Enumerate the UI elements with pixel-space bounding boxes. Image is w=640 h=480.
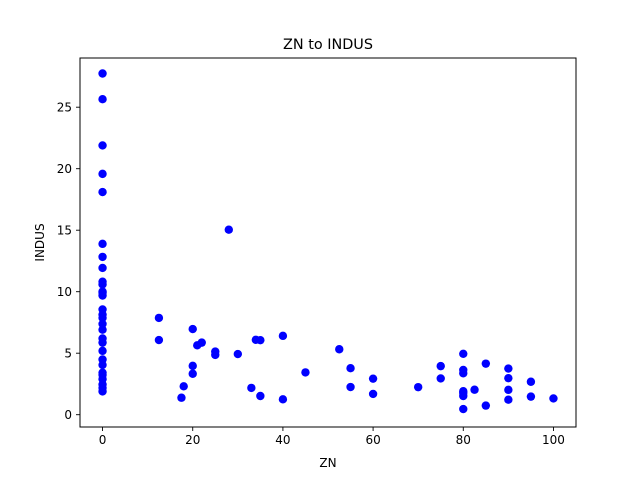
y-tick-label-3: 15 <box>57 224 72 238</box>
plot-frame <box>79 57 577 428</box>
data-point-49 <box>335 345 344 354</box>
data-point-55 <box>436 361 445 371</box>
data-point-35 <box>188 369 197 378</box>
x-tick-label-2: 40 <box>275 433 290 447</box>
data-point-68 <box>504 373 513 383</box>
data-point-0 <box>98 69 107 78</box>
data-point-37 <box>197 338 206 347</box>
chart-title: ZN to INDUS <box>283 37 373 53</box>
data-point-1 <box>98 95 107 104</box>
data-point-46 <box>278 331 288 341</box>
data-point-73 <box>549 394 558 403</box>
data-point-67 <box>504 364 513 373</box>
data-point-42 <box>247 383 256 393</box>
data-point-33 <box>188 324 197 334</box>
data-point-40 <box>224 225 233 234</box>
data-point-34 <box>188 361 197 371</box>
data-point-65 <box>481 359 491 368</box>
data-point-17 <box>98 325 107 334</box>
data-point-59 <box>459 369 468 378</box>
data-point-53 <box>368 389 378 399</box>
y-tick-label-5: 25 <box>57 101 72 115</box>
data-point-32 <box>179 382 188 391</box>
x-tick-label-3: 60 <box>365 433 380 447</box>
data-point-30 <box>154 335 164 345</box>
data-point-66 <box>481 401 491 410</box>
x-axis-label: ZN <box>319 456 336 470</box>
data-point-3 <box>98 169 107 179</box>
data-point-31 <box>177 393 186 402</box>
y-axis-ticks: 0 5 10 15 20 25 <box>57 101 80 422</box>
data-point-62 <box>459 391 468 401</box>
data-point-69 <box>504 385 513 395</box>
data-point-7 <box>98 263 107 273</box>
data-point-29 <box>154 313 164 323</box>
data-point-44 <box>256 335 265 345</box>
data-point-19 <box>98 338 107 347</box>
data-point-9 <box>98 280 107 289</box>
y-tick-label-4: 20 <box>57 162 72 176</box>
data-points <box>98 69 558 414</box>
data-point-51 <box>346 382 355 392</box>
data-point-57 <box>459 349 468 359</box>
data-point-72 <box>526 392 536 401</box>
data-point-71 <box>526 377 536 386</box>
data-point-64 <box>470 385 479 394</box>
data-point-4 <box>98 187 107 197</box>
data-point-16 <box>98 319 107 329</box>
data-point-6 <box>98 252 107 262</box>
data-point-12 <box>98 288 107 298</box>
x-tick-label-4: 80 <box>456 433 471 447</box>
data-point-54 <box>413 382 423 392</box>
data-point-63 <box>459 404 468 414</box>
data-point-56 <box>436 374 445 383</box>
data-point-50 <box>346 364 355 373</box>
data-point-52 <box>368 374 378 383</box>
x-tick-label-1: 20 <box>185 433 200 447</box>
data-point-47 <box>278 395 288 404</box>
data-point-39 <box>211 350 220 360</box>
y-tick-label-1: 5 <box>64 347 72 361</box>
y-tick-label-0: 0 <box>64 408 72 422</box>
data-point-70 <box>504 395 513 404</box>
x-axis-ticks: 0 20 40 60 80 100 <box>99 427 565 447</box>
data-point-20 <box>98 346 107 356</box>
data-point-28 <box>98 387 107 396</box>
data-point-41 <box>233 349 243 359</box>
data-point-15 <box>98 313 107 323</box>
data-point-22 <box>98 360 107 370</box>
x-tick-label-5: 100 <box>542 433 565 447</box>
data-point-5 <box>98 239 107 249</box>
data-point-45 <box>256 391 265 401</box>
data-point-2 <box>98 141 107 150</box>
y-tick-label-2: 10 <box>57 285 72 299</box>
x-tick-label-0: 0 <box>99 433 107 447</box>
y-axis-label: INDUS <box>33 223 47 261</box>
data-point-48 <box>301 368 310 377</box>
